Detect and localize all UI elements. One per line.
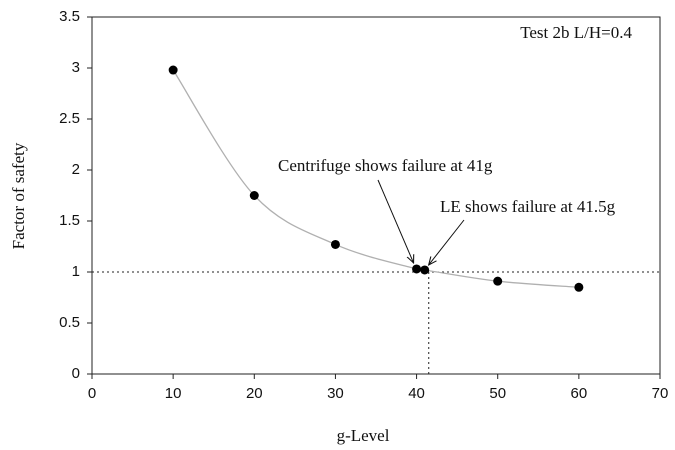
x-tick-label: 50 (489, 385, 506, 402)
x-tick-label: 10 (165, 385, 182, 402)
chart-title: Test 2b L/H=0.4 (520, 23, 632, 42)
y-tick-label: 0 (72, 365, 80, 382)
x-tick-label: 70 (652, 385, 669, 402)
y-tick-label: 2 (72, 161, 80, 178)
x-tick-label: 20 (246, 385, 263, 402)
data-point (420, 265, 430, 275)
y-tick-label: 0.5 (59, 314, 80, 331)
y-axis-label: Factor of safety (9, 142, 28, 249)
data-point (493, 276, 503, 286)
annotation: LE shows failure at 41.5g (440, 197, 616, 216)
data-point (412, 264, 422, 274)
data-point (574, 282, 584, 292)
x-axis-label: g-Level (337, 426, 390, 445)
y-tick-label: 1 (72, 263, 80, 280)
y-tick-label: 1.5 (59, 212, 80, 229)
annotation-arrow (377, 179, 414, 263)
x-tick-label: 30 (327, 385, 344, 402)
annotation: Centrifuge shows failure at 41g (278, 156, 493, 175)
data-point (249, 191, 259, 200)
y-tick-label: 3 (72, 59, 80, 76)
annotation-arrow (429, 219, 465, 265)
data-point (168, 65, 178, 75)
data-point (330, 239, 340, 249)
plot-frame (91, 16, 661, 375)
trend-line (172, 69, 579, 288)
x-tick-label: 60 (571, 385, 588, 402)
y-tick-label: 3.5 (59, 8, 80, 25)
x-tick-label: 0 (88, 385, 96, 402)
y-tick-label: 2.5 (59, 110, 80, 127)
x-tick-label: 40 (408, 385, 425, 402)
